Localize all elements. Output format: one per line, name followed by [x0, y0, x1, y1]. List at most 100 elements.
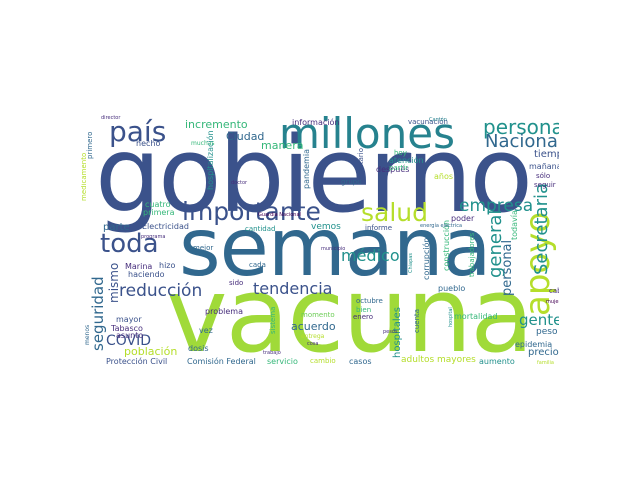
word-haciendo: haciendo — [128, 270, 165, 279]
word-marina: Marina — [125, 262, 153, 271]
word-parte: parte — [103, 222, 130, 233]
word-epidemia: epidemia — [515, 340, 553, 349]
word-cuatro: cuatro — [145, 200, 171, 209]
word-corrupcion: corrupción — [422, 237, 431, 280]
word-hospitalizacion: hospitalización — [206, 130, 215, 190]
word-dosis: dosis — [188, 344, 209, 353]
word-precio: precio — [528, 347, 559, 358]
word-familia: familia — [537, 360, 554, 366]
word-menos: menos — [84, 324, 91, 345]
word-municipio: municipio — [321, 246, 346, 252]
word-seguridad: seguridad — [89, 276, 107, 351]
word-cada: cada — [249, 261, 266, 269]
word-acuerdo: acuerdo — [291, 320, 336, 333]
word-informacion: información — [292, 118, 340, 127]
word-asunto: asunto — [116, 331, 144, 340]
word-adultos-mayores: adultos mayores — [401, 355, 476, 365]
word-nacional: Nacional — [485, 131, 559, 152]
word-muchas: muchas — [191, 140, 215, 147]
word-importante: importante — [182, 197, 321, 226]
word-tabasco: Tabasco — [111, 324, 143, 333]
word-reduccion: reducción — [119, 281, 203, 301]
word-gobierno: gobierno — [95, 114, 533, 236]
word-cloud: vacuna gobierno semana millones apoyo pa… — [81, 113, 559, 369]
word-grupo: grupo — [341, 178, 362, 186]
word-hoy: hoy — [394, 149, 407, 157]
word-atencion: atención — [389, 156, 424, 165]
word-pandemia: pandemia — [302, 149, 311, 189]
word-cabo: cabo — [549, 287, 559, 295]
word-cantidad: cantidad — [245, 225, 276, 233]
word-servicio: servicio — [267, 357, 298, 366]
word-secretario: secretario — [357, 148, 365, 183]
word-informe: informe — [365, 224, 393, 232]
word-personal: personal — [500, 239, 515, 296]
word-primero: primero — [86, 131, 94, 159]
word-partir: partir — [389, 164, 409, 172]
word-ciudad: Ciudad — [226, 130, 265, 143]
word-mayor: mayor — [116, 315, 142, 324]
word-tendencia: tendencia — [253, 279, 333, 298]
word-doctor: doctor — [231, 180, 248, 186]
word-cosa: cosa — [307, 341, 319, 347]
word-despues: después — [376, 165, 410, 174]
word-anos: años — [434, 172, 454, 181]
word-vemos: vemos — [311, 222, 341, 232]
word-medicamento: medicamento — [81, 152, 88, 201]
word-hospital: hospital — [448, 307, 454, 327]
word-trabajadores: trabajadores — [468, 232, 476, 277]
word-comision-federal: Comisión Federal — [187, 357, 256, 366]
word-proteccion-civil: Protección Civil — [106, 357, 168, 366]
word-solo: sólo — [536, 172, 551, 180]
word-cuenta: cuenta — [413, 308, 421, 333]
word-pais: país — [109, 115, 167, 148]
word-mejor: mejor — [193, 244, 214, 252]
word-bien: bien — [356, 306, 372, 314]
word-covid: COVID — [106, 333, 152, 349]
word-vacuna: vacuna — [166, 254, 534, 369]
word-manana: mañana — [529, 162, 559, 171]
word-incremento: incremento — [185, 118, 248, 131]
word-canton: Cantón — [429, 117, 447, 123]
word-empresa: empresa — [459, 196, 534, 216]
word-octubre: octubre — [356, 297, 383, 305]
word-energia-electrica: energía eléctrica — [420, 223, 463, 229]
word-mujeres: mujeres — [546, 299, 559, 305]
word-toda: toda — [100, 229, 159, 259]
word-todavia: todavía — [510, 210, 519, 240]
word-programa: programa — [141, 234, 166, 240]
word-poder: poder — [451, 214, 475, 223]
word-casos: casos — [349, 357, 372, 366]
word-pesos: pesos — [383, 329, 398, 335]
word-director: director — [101, 115, 121, 121]
word-manera: manera — [261, 139, 304, 152]
word-seguir: seguir — [534, 181, 556, 189]
word-hizo: hizo — [159, 261, 176, 270]
word-electricidad: Electricidad — [142, 222, 189, 231]
word-tiempo: tiempo — [534, 149, 559, 160]
word-medico: médico — [341, 246, 400, 265]
word-sistema: sistema — [269, 306, 277, 334]
word-mismo: mismo — [107, 262, 121, 303]
word-secretaria: Secretaria — [531, 183, 552, 275]
word-vez: vez — [199, 326, 213, 335]
word-chiapas: Chiapas — [408, 253, 414, 273]
word-sido: sido — [229, 279, 244, 287]
word-gente: gente — [519, 311, 559, 329]
word-salud: salud — [361, 198, 429, 227]
word-poblacion: población — [124, 345, 178, 358]
word-mortalidad: mortalidad — [454, 312, 498, 321]
word-peso: peso — [536, 327, 558, 337]
word-semana: semana — [179, 201, 492, 294]
word-vacunacion: vacunación — [408, 118, 448, 126]
word-primera: primera — [143, 208, 175, 217]
word-hecho: hecho — [136, 139, 161, 148]
word-millones: millones — [279, 113, 455, 158]
word-enero: enero — [353, 313, 374, 321]
word-momento: momento — [301, 311, 335, 319]
word-cambio: cambio — [310, 357, 336, 365]
word-aumento: aumento — [479, 357, 515, 366]
word-persona: persona — [483, 115, 559, 139]
word-trabajo: trabajo — [263, 350, 281, 356]
word-entrega: entrega — [301, 333, 325, 340]
